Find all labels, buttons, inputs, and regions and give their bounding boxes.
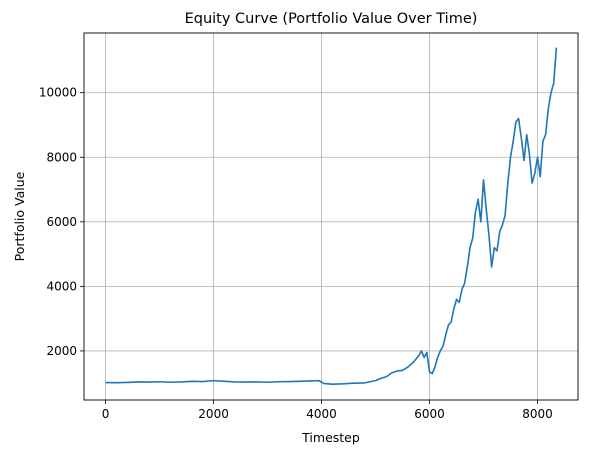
y-axis: 2000 4000 6000 8000 10000 [39, 86, 84, 358]
x-tick-label: 2000 [198, 407, 229, 421]
chart-title: Equity Curve (Portfolio Value Over Time) [185, 11, 478, 27]
plot-frame [84, 33, 578, 400]
y-tick-label: 2000 [46, 344, 77, 358]
y-tick-label: 10000 [39, 86, 77, 100]
y-axis-label: Portfolio Value [12, 171, 27, 261]
x-tick-label: 6000 [414, 407, 445, 421]
x-tick-label: 4000 [306, 407, 337, 421]
x-tick-label: 8000 [522, 407, 553, 421]
y-tick-label: 8000 [46, 150, 77, 164]
x-axis-label: Timestep [301, 430, 360, 445]
series-line [106, 48, 557, 385]
y-tick-label: 6000 [46, 215, 77, 229]
grid-lines [84, 33, 578, 400]
y-tick-label: 4000 [46, 279, 77, 293]
x-tick-label: 0 [102, 407, 110, 421]
series-group [106, 48, 557, 385]
x-axis: 0 2000 4000 6000 8000 [102, 400, 553, 421]
